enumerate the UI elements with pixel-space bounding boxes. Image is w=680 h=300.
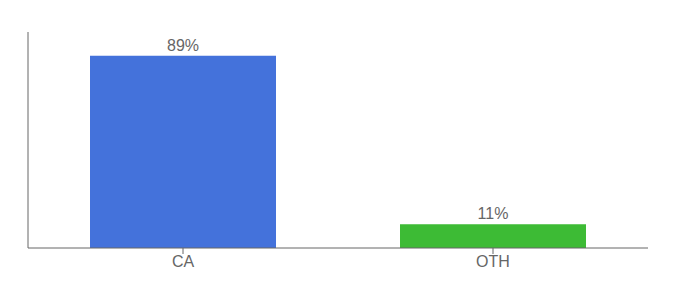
svg-text:OTH: OTH [476, 253, 510, 270]
svg-text:11%: 11% [478, 205, 509, 222]
svg-text:89%: 89% [167, 37, 199, 54]
svg-text:CA: CA [172, 253, 195, 270]
